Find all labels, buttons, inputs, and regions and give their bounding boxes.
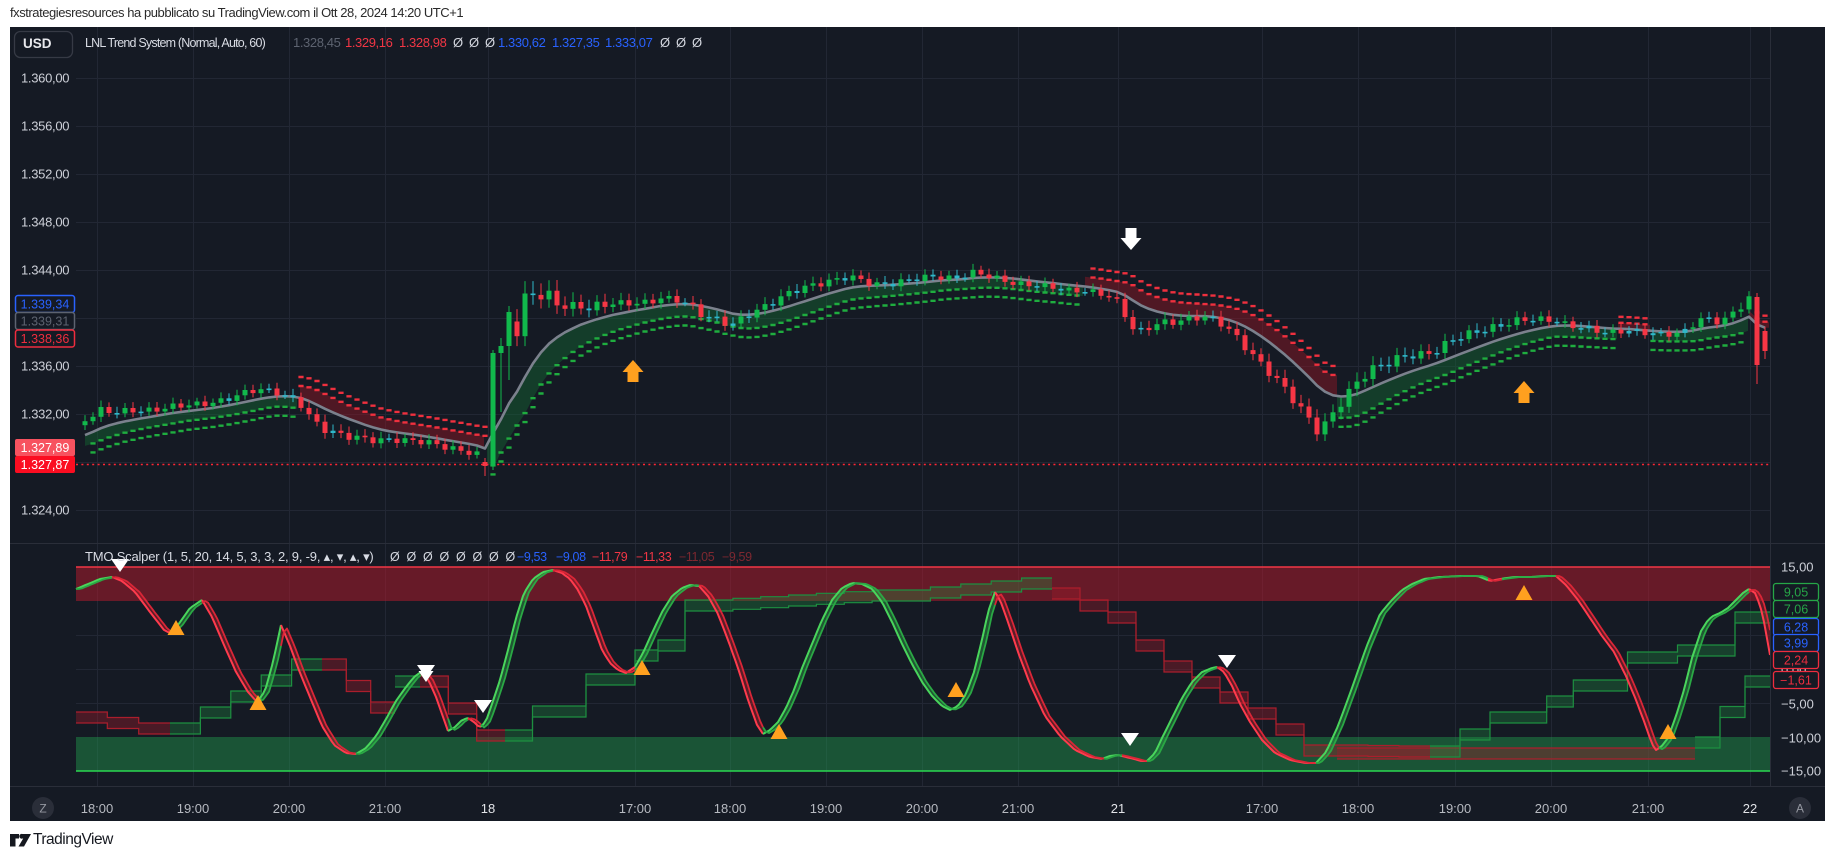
svg-text:Z: Z <box>39 802 46 816</box>
svg-text:20:00: 20:00 <box>273 801 306 816</box>
svg-text:1.324,00: 1.324,00 <box>21 503 69 518</box>
svg-text:1.344,00: 1.344,00 <box>21 263 69 278</box>
svg-text:21: 21 <box>1111 801 1125 816</box>
svg-text:−15,00: −15,00 <box>1781 764 1821 779</box>
svg-text:Ø: Ø <box>390 550 400 564</box>
svg-text:1.336,00: 1.336,00 <box>21 359 69 374</box>
svg-text:1.348,00: 1.348,00 <box>21 215 69 230</box>
svg-text:A: A <box>1796 802 1804 816</box>
svg-text:−11,05: −11,05 <box>679 550 715 564</box>
svg-text:21:00: 21:00 <box>369 801 402 816</box>
svg-text:1.327,35: 1.327,35 <box>552 35 600 50</box>
svg-text:Ø: Ø <box>469 35 479 50</box>
svg-text:2,24: 2,24 <box>1784 654 1808 668</box>
svg-text:Ø: Ø <box>440 550 450 564</box>
svg-text:22: 22 <box>1743 801 1757 816</box>
svg-text:−11,79: −11,79 <box>592 550 628 564</box>
svg-text:1.327,89: 1.327,89 <box>21 441 70 455</box>
svg-text:Ø: Ø <box>473 550 483 564</box>
svg-text:−9,59: −9,59 <box>722 550 752 564</box>
svg-text:Ø: Ø <box>489 550 499 564</box>
svg-text:18:00: 18:00 <box>1342 801 1375 816</box>
svg-text:20:00: 20:00 <box>906 801 939 816</box>
svg-text:17:00: 17:00 <box>1246 801 1279 816</box>
svg-text:TMO Scalper (1, 5, 20, 14, 5,: TMO Scalper (1, 5, 20, 14, 5, 3, 3, 2, 9… <box>85 549 374 564</box>
svg-text:15,00: 15,00 <box>1781 560 1814 575</box>
svg-text:19:00: 19:00 <box>1439 801 1472 816</box>
svg-text:1.333,07: 1.333,07 <box>605 35 653 50</box>
svg-text:18: 18 <box>481 801 495 816</box>
svg-text:1.338,36: 1.338,36 <box>21 332 70 346</box>
svg-text:−9,08: −9,08 <box>556 550 586 564</box>
svg-text:1.339,31: 1.339,31 <box>21 315 70 329</box>
svg-text:−5,00: −5,00 <box>1781 697 1814 712</box>
svg-text:1.327,87: 1.327,87 <box>21 458 70 472</box>
svg-text:Ø: Ø <box>485 35 495 50</box>
svg-text:21:00: 21:00 <box>1002 801 1035 816</box>
svg-text:LNL Trend System (Normal, Auto: LNL Trend System (Normal, Auto, 60) <box>85 36 266 50</box>
svg-text:1.328,98: 1.328,98 <box>399 35 447 50</box>
svg-text:1.352,00: 1.352,00 <box>21 167 69 182</box>
svg-text:1.356,00: 1.356,00 <box>21 119 69 134</box>
svg-text:USD: USD <box>23 36 52 51</box>
svg-text:1.328,45: 1.328,45 <box>293 35 341 50</box>
svg-text:Ø: Ø <box>506 550 516 564</box>
svg-text:1.339,34: 1.339,34 <box>21 298 70 312</box>
svg-text:9,05: 9,05 <box>1784 586 1808 600</box>
svg-text:18:00: 18:00 <box>81 801 114 816</box>
svg-text:17:00: 17:00 <box>619 801 652 816</box>
svg-text:3,99: 3,99 <box>1784 637 1808 651</box>
svg-text:−1,61: −1,61 <box>1780 674 1812 688</box>
svg-text:Ø: Ø <box>676 35 686 50</box>
svg-text:−11,33: −11,33 <box>636 550 672 564</box>
svg-text:Ø: Ø <box>407 550 417 564</box>
svg-text:−9,53: −9,53 <box>517 550 547 564</box>
svg-text:−10,00: −10,00 <box>1781 731 1821 746</box>
svg-text:19:00: 19:00 <box>810 801 843 816</box>
svg-text:1.329,16: 1.329,16 <box>345 35 393 50</box>
svg-text:Ø: Ø <box>453 35 463 50</box>
svg-text:1.360,00: 1.360,00 <box>21 71 69 86</box>
svg-text:1.330,62: 1.330,62 <box>498 35 546 50</box>
svg-text:20:00: 20:00 <box>1535 801 1568 816</box>
svg-text:Ø: Ø <box>660 35 670 50</box>
svg-text:6,28: 6,28 <box>1784 621 1808 635</box>
svg-text:7,06: 7,06 <box>1784 603 1808 617</box>
svg-text:Ø: Ø <box>692 35 702 50</box>
svg-text:1.332,00: 1.332,00 <box>21 407 69 422</box>
svg-text:Ø: Ø <box>456 550 466 564</box>
svg-text:21:00: 21:00 <box>1632 801 1665 816</box>
svg-text:Ø: Ø <box>423 550 433 564</box>
svg-text:18:00: 18:00 <box>714 801 747 816</box>
svg-text:19:00: 19:00 <box>177 801 210 816</box>
